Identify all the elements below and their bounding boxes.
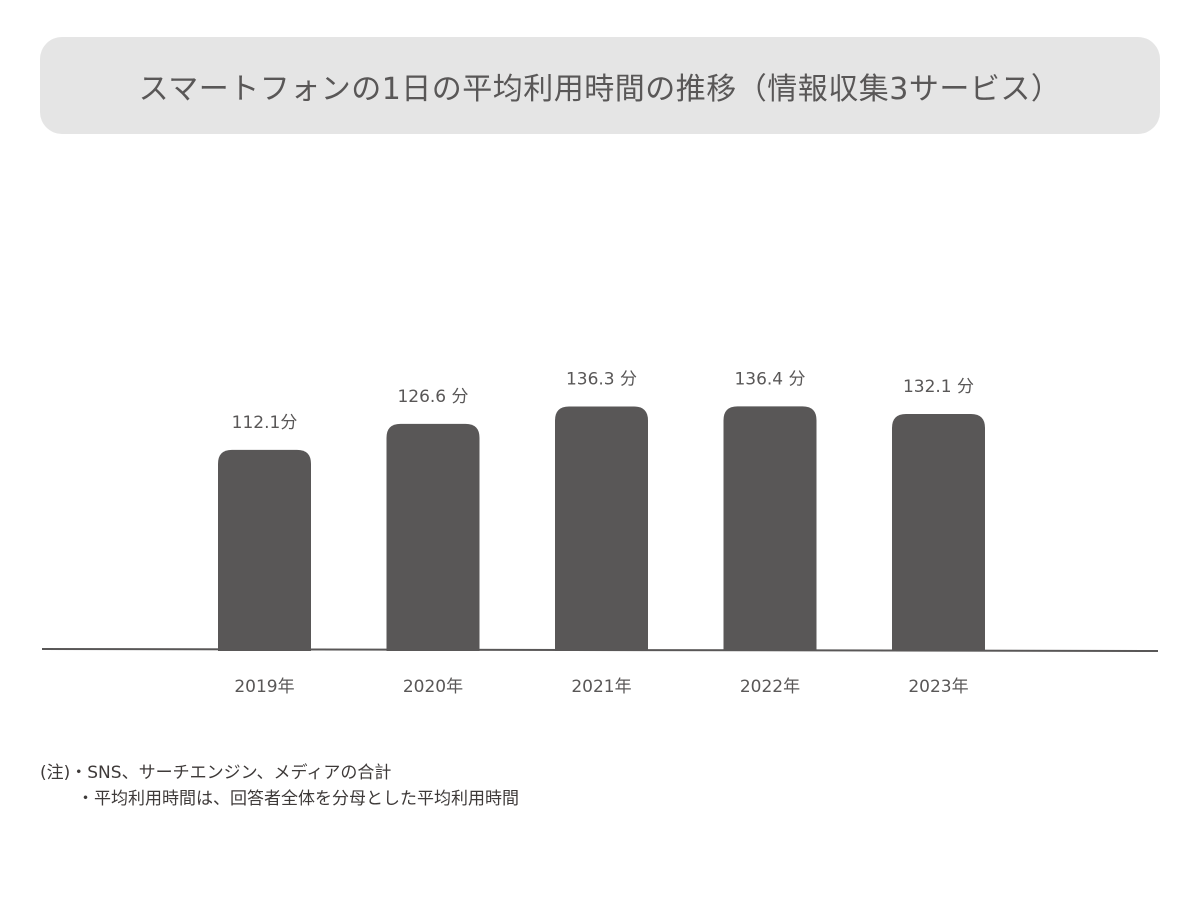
x-tick-label: 2023年	[908, 677, 968, 697]
chart-notes: (注)・SNS、サーチエンジン、メディアの合計 ・平均利用時間は、回答者全体を分…	[40, 760, 519, 812]
bar	[892, 414, 985, 651]
bar	[723, 406, 817, 651]
data-label: 132.1 分	[903, 377, 974, 397]
data-label: 126.6 分	[397, 387, 468, 407]
data-label: 112.1分	[232, 413, 298, 433]
x-tick-label: 2021年	[571, 677, 631, 697]
chart-title: スマートフォンの1日の平均利用時間の推移（情報収集3サービス）	[138, 71, 1062, 107]
data-label: 136.4 分	[734, 369, 805, 389]
bar	[218, 449, 311, 651]
note-line-2: ・平均利用時間は、回答者全体を分母とした平均利用時間	[77, 789, 519, 809]
note-line-1: (注)・SNS、サーチエンジン、メディアの合計	[40, 763, 392, 783]
bar	[386, 423, 480, 651]
bar	[555, 406, 648, 651]
data-label: 136.3 分	[566, 370, 637, 390]
chart-title-box: スマートフォンの1日の平均利用時間の推移（情報収集3サービス）	[40, 37, 1160, 134]
x-tick-label: 2019年	[234, 677, 294, 697]
x-tick-label: 2020年	[403, 677, 463, 697]
x-tick-label: 2022年	[740, 677, 800, 697]
